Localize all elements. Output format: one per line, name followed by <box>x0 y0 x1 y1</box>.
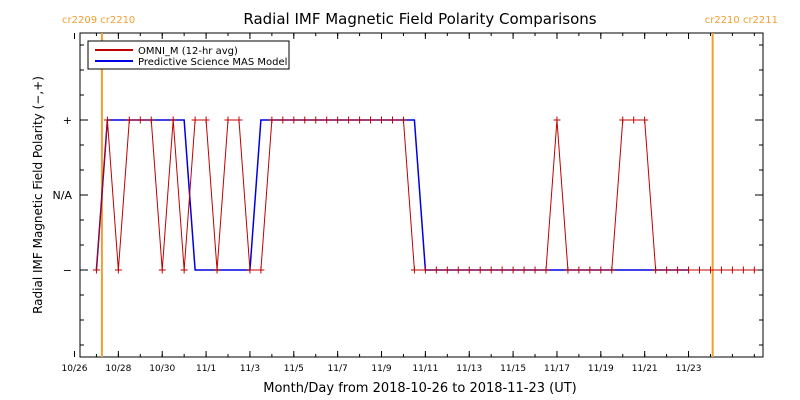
x-tick-label: 11/21 <box>632 364 658 374</box>
y-tick-label: + <box>63 114 72 127</box>
y-tick-label: N/A <box>53 189 73 202</box>
x-tick-label: 11/7 <box>328 364 348 374</box>
x-tick-label: 11/17 <box>544 364 570 374</box>
legend-label-mas: Predictive Science MAS Model <box>138 57 287 68</box>
x-tick-label: 11/19 <box>588 364 614 374</box>
carrington-marker-label: cr2209 cr2210 <box>62 15 135 26</box>
x-tick-label: 11/15 <box>500 364 526 374</box>
x-tick-label: 10/30 <box>149 364 175 374</box>
carrington-marker-label: cr2210 cr2211 <box>705 15 778 26</box>
series-layer <box>92 116 758 274</box>
x-tick-label: 11/3 <box>240 364 260 374</box>
chart-title: Radial IMF Magnetic Field Polarity Compa… <box>243 10 596 28</box>
x-tick-label: 10/28 <box>105 364 131 374</box>
plot-frame <box>79 32 764 358</box>
x-tick-label: 11/1 <box>196 364 216 374</box>
x-tick-label: 11/9 <box>371 364 391 374</box>
legend: OMNI_M (12-hr avg) Predictive Science MA… <box>87 40 290 70</box>
x-tick-label: 10/26 <box>62 364 88 374</box>
x-axis: 10/26 10/28 10/30 11/1 11/3 11/5 11/7 11/9 11/11… <box>62 33 755 374</box>
x-tick-label: 11/23 <box>676 364 702 374</box>
y-axis-label: Radial IMF Magnetic Field Polarity (−,+) <box>31 76 45 314</box>
x-tick-label: 11/11 <box>412 364 438 374</box>
y-tick-label: − <box>63 264 72 277</box>
series-line-omni <box>95 119 755 271</box>
series-line-mas <box>95 119 689 271</box>
x-axis-label: Month/Day from 2018-10-26 to 2018-11-23 … <box>263 381 576 396</box>
legend-box <box>87 40 290 70</box>
y-axis: + N/A − <box>53 44 763 346</box>
legend-label-omni: OMNI_M (12-hr avg) <box>138 46 238 57</box>
x-tick-label: 11/5 <box>284 364 304 374</box>
x-tick-label: 11/13 <box>456 364 482 374</box>
